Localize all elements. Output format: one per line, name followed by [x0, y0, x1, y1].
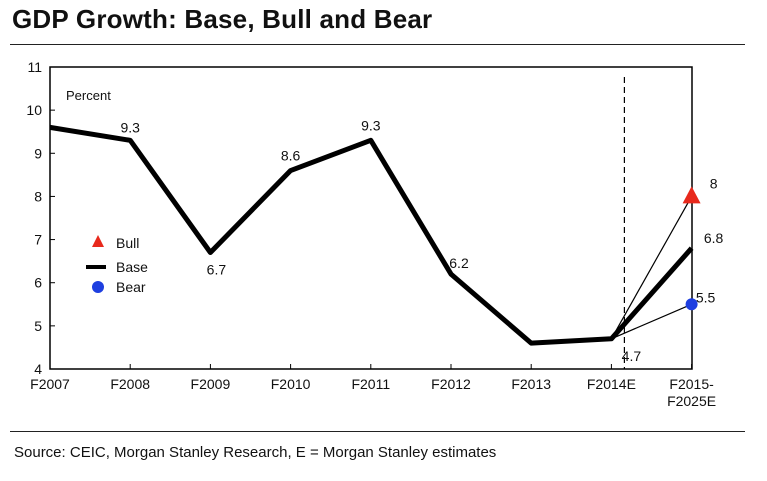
legend-bull-symbol: [92, 235, 104, 247]
title-rule: [10, 44, 745, 45]
x-tick-label: F2015-: [669, 376, 714, 392]
legend-label-bear: Bear: [116, 279, 146, 295]
base-data-label: 4.7: [622, 348, 642, 364]
source-rule: [10, 431, 745, 432]
base-data-label: 6.8: [704, 230, 724, 246]
bull-data-label: 8: [710, 175, 718, 191]
y-axis-label: Percent: [66, 88, 111, 103]
bear-data-label: 5.5: [696, 289, 716, 305]
x-tick-label: F2012: [431, 376, 471, 392]
x-tick-label: F2025E: [667, 393, 716, 409]
base-data-label: 9.3: [361, 117, 381, 133]
base-data-label: 6.7: [207, 262, 227, 278]
x-tick-label: F2009: [191, 376, 231, 392]
gdp-growth-chart: 4 5 6 7 8 9 10 11 F2007 F2008 F2009 F2010 F2011 F2012…: [26, 59, 724, 409]
base-series-line: [49, 124, 694, 346]
x-tick-label: F2007: [30, 376, 70, 392]
y-tick-label: 9: [34, 145, 42, 161]
bear-marker: [685, 298, 698, 311]
y-tick-label: 11: [27, 59, 42, 75]
x-tick-label: F2008: [110, 376, 150, 392]
bear-scenario-line: [611, 303, 692, 340]
chart-title: GDP Growth: Base, Bull and Bear: [12, 4, 433, 34]
plot-frame: [49, 66, 693, 370]
y-tick-label: 5: [34, 318, 42, 334]
x-tick-label: F2010: [271, 376, 311, 392]
y-tick-label: 10: [26, 102, 42, 118]
legend-label-bull: Bull: [116, 235, 139, 251]
x-tick-label: F2011: [351, 376, 390, 392]
y-tick-label: 7: [34, 232, 42, 248]
x-tick-label: F2014E: [587, 376, 636, 392]
source-note: Source: CEIC, Morgan Stanley Research, E…: [14, 444, 497, 461]
y-tick-label: 6: [34, 275, 42, 291]
base-data-label: 9.3: [120, 119, 140, 135]
bull-marker: [682, 186, 701, 204]
legend-label-base: Base: [116, 259, 148, 275]
legend-bear-symbol: [92, 281, 104, 293]
bull-scenario-line: [610, 196, 693, 340]
y-tick-label: 8: [34, 188, 42, 204]
x-tick-label: F2013: [511, 376, 551, 392]
y-tick-label: 4: [34, 361, 42, 377]
base-data-label: 8.6: [281, 148, 301, 164]
base-data-label: 6.2: [449, 255, 469, 271]
